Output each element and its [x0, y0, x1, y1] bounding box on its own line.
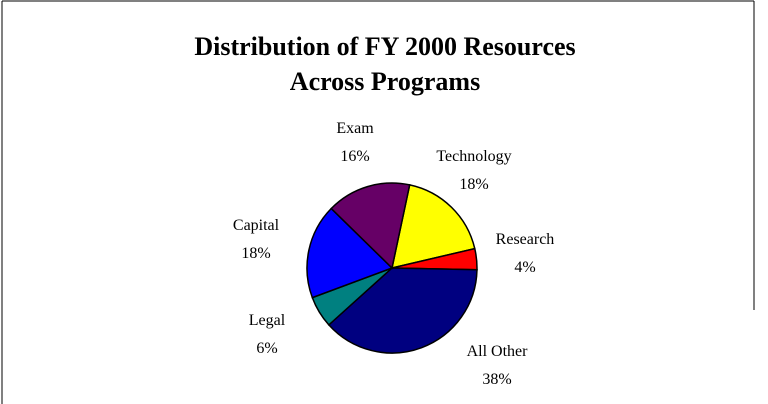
slice-label: Legal — [249, 312, 286, 329]
chart-title: Across Programs — [290, 67, 480, 96]
pie-slice — [330, 182, 411, 270]
slice-value-label: 18% — [459, 176, 488, 193]
slice-label: Exam — [336, 120, 374, 137]
chart-title: Distribution of FY 2000 Resources — [194, 32, 575, 61]
pie-slice — [391, 183, 476, 270]
slice-label: Capital — [233, 217, 280, 234]
pie-slice — [306, 207, 394, 299]
slice-value-label: 16% — [340, 148, 369, 165]
slice-value-label: 18% — [241, 245, 270, 262]
slice-label: Technology — [436, 148, 511, 165]
slice-value-label: 6% — [256, 340, 277, 357]
slice-value-label: 38% — [482, 371, 511, 388]
slice-value-label: 4% — [514, 259, 535, 276]
slice-label: Research — [496, 231, 555, 248]
slice-label: All Other — [467, 343, 529, 360]
pie-slice — [327, 267, 478, 354]
